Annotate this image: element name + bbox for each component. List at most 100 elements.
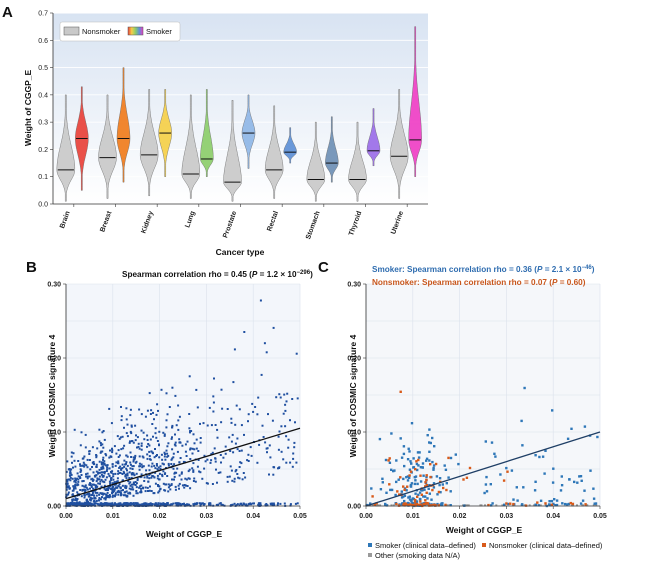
x-tick-label-b: 0.02 bbox=[153, 513, 167, 520]
scatter-point-b bbox=[201, 477, 204, 480]
scatter-point-b bbox=[165, 392, 168, 395]
scatter-point-b bbox=[101, 480, 104, 483]
scatter-point-b bbox=[81, 480, 84, 483]
scatter-point-b bbox=[289, 461, 292, 464]
y-tick-label-b: 0.00 bbox=[47, 504, 61, 511]
scatter-point-b bbox=[156, 454, 158, 456]
scatter-point-b bbox=[124, 491, 127, 494]
scatter-point-b bbox=[204, 460, 207, 463]
scatter-point-b bbox=[292, 452, 295, 455]
scatter-point-b bbox=[159, 467, 162, 470]
scatter-point-b bbox=[92, 463, 95, 466]
scatter-point-b bbox=[171, 448, 174, 451]
scatter-point-b bbox=[71, 493, 74, 496]
scatter-point-b bbox=[282, 412, 285, 415]
scatter-point-b bbox=[70, 468, 73, 471]
scatter-point-b bbox=[112, 475, 115, 478]
scatter-point-b bbox=[172, 478, 175, 481]
legend-label-smoker-c: Smoker (clinical data–defined) bbox=[375, 541, 476, 550]
scatter-point-b bbox=[192, 433, 195, 436]
scatter-point-nonsmoker bbox=[402, 485, 405, 488]
scatter-point-b bbox=[238, 477, 241, 480]
scatter-point-b bbox=[101, 443, 104, 446]
scatter-point-smoker bbox=[403, 487, 407, 490]
scatter-point-smoker bbox=[491, 502, 494, 505]
scatter-point-b bbox=[76, 472, 79, 475]
scatter-point-b bbox=[177, 404, 180, 407]
scatter-point-b bbox=[241, 478, 244, 481]
scatter-point-b bbox=[167, 490, 170, 493]
scatter-point-b bbox=[99, 498, 102, 501]
scatter-point-b bbox=[156, 403, 159, 406]
scatter-point-b bbox=[124, 484, 127, 487]
scatter-point-nonsmoker bbox=[465, 476, 469, 479]
scatter-point-smoker bbox=[537, 504, 540, 507]
scatter-point-smoker bbox=[432, 468, 435, 471]
scatter-point-b bbox=[77, 460, 80, 462]
scatter-point-other bbox=[528, 504, 531, 507]
scatter-point-smoker bbox=[414, 492, 417, 495]
scatter-point-b bbox=[173, 463, 176, 466]
scatter-point-b bbox=[228, 436, 231, 439]
scatter-point-b bbox=[108, 494, 111, 496]
scatter-point-other bbox=[582, 504, 585, 507]
scatter-point-b bbox=[103, 462, 106, 465]
scatter-point-b bbox=[224, 445, 227, 448]
scatter-point-b bbox=[117, 493, 120, 496]
legend-swatch-smoker bbox=[127, 26, 144, 36]
violin-nonsmoker-brain bbox=[56, 94, 75, 202]
scatter-point-b bbox=[284, 409, 287, 412]
scatter-point-b bbox=[123, 459, 126, 462]
scatter-point-b bbox=[95, 466, 98, 468]
scatter-point-smoker bbox=[415, 462, 419, 466]
scatter-point-nonsmoker bbox=[550, 503, 554, 506]
scatter-point-smoker bbox=[419, 488, 423, 491]
scatter-point-b bbox=[187, 477, 190, 480]
scatter-point-smoker bbox=[534, 503, 537, 506]
scatter-point-smoker bbox=[393, 469, 396, 472]
scatter-point-smoker bbox=[421, 462, 425, 465]
scatter-point-b bbox=[216, 436, 219, 439]
scatter-point-b bbox=[85, 499, 88, 502]
scatter-point-b bbox=[291, 465, 294, 468]
violin-nonsmoker-breast bbox=[98, 94, 117, 199]
scatter-point-b bbox=[94, 497, 97, 500]
y-tick-label-a: 0.4 bbox=[38, 92, 48, 99]
scatter-point-b bbox=[185, 484, 187, 487]
scatter-point-b bbox=[294, 502, 297, 505]
scatter-point-b bbox=[88, 475, 91, 478]
scatter-point-b bbox=[147, 443, 150, 445]
scatter-point-b bbox=[91, 461, 94, 464]
scatter-point-b bbox=[163, 434, 166, 437]
scatter-point-b bbox=[146, 476, 149, 479]
scatter-point-b bbox=[105, 493, 108, 496]
scatter-point-smoker bbox=[494, 455, 497, 458]
scatter-point-b bbox=[140, 442, 143, 445]
scatter-point-b bbox=[130, 424, 133, 427]
scatter-point-smoker bbox=[395, 480, 398, 484]
scatter-point-b bbox=[237, 476, 240, 479]
scatter-point-b bbox=[154, 471, 157, 474]
scatter-point-b bbox=[158, 478, 161, 481]
scatter-point-b bbox=[166, 503, 169, 506]
scatter-point-b bbox=[279, 502, 282, 505]
scatter-point-smoker bbox=[570, 427, 573, 430]
scatter-point-smoker bbox=[576, 481, 579, 484]
scatter-point-b bbox=[77, 478, 80, 481]
scatter-point-b bbox=[91, 446, 94, 449]
scatter-point-b bbox=[201, 502, 204, 505]
scatter-point-b bbox=[210, 453, 213, 456]
scatter-point-b bbox=[96, 447, 99, 450]
scatter-point-b bbox=[66, 485, 69, 488]
scatter-point-b bbox=[118, 472, 121, 474]
scatter-point-b bbox=[188, 477, 191, 480]
scatter-point-b bbox=[247, 503, 250, 506]
scatter-point-b bbox=[160, 453, 163, 456]
scatter-point-b bbox=[235, 469, 238, 471]
scatter-point-smoker bbox=[580, 479, 583, 482]
scatter-point-b bbox=[136, 446, 138, 449]
scatter-point-b bbox=[146, 453, 149, 456]
scatter-point-b bbox=[83, 488, 86, 491]
scatter-point-b bbox=[123, 503, 126, 506]
